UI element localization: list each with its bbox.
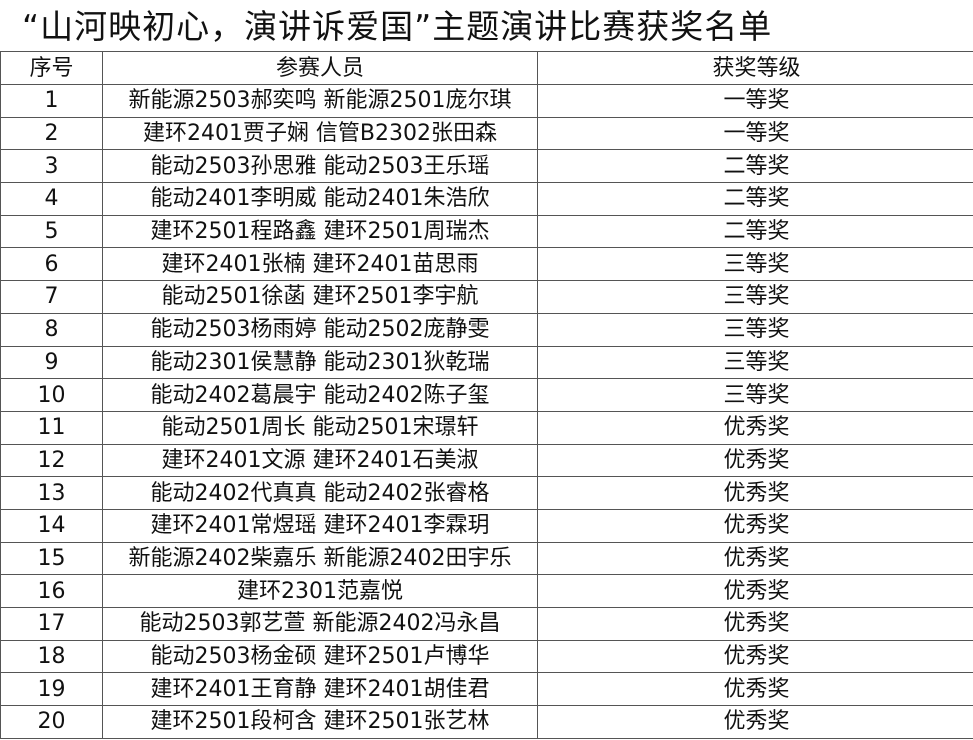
cell-award[interactable]: 一等奖 bbox=[537, 116, 973, 151]
cell-participants[interactable]: 建环2501程路鑫 建环2501周瑞杰 bbox=[102, 214, 538, 249]
table-row: 18 能动2503杨金硕 建环2501卢博华 优秀奖 bbox=[0, 639, 973, 674]
cell-number[interactable]: 9 bbox=[0, 345, 103, 380]
cell-number[interactable]: 17 bbox=[0, 607, 103, 641]
cell-participants[interactable]: 建环2401张楠 建环2401苗思雨 bbox=[102, 247, 538, 282]
cell-participants[interactable]: 新能源2402柴嘉乐 新能源2402田宇乐 bbox=[102, 541, 538, 576]
cell-participants[interactable]: 能动2503郭艺萱 新能源2402冯永昌 bbox=[102, 607, 538, 641]
cell-participants[interactable]: 建环2401王育静 建环2401胡佳君 bbox=[102, 672, 538, 707]
table-row: 19 建环2401王育静 建环2401胡佳君 优秀奖 bbox=[0, 672, 973, 707]
cell-participants[interactable]: 建环2401贾子娴 信管B2302张田森 bbox=[102, 116, 538, 151]
cell-award[interactable]: 优秀奖 bbox=[537, 705, 973, 739]
cell-number[interactable]: 20 bbox=[0, 705, 103, 739]
cell-participants[interactable]: 能动2501周长 能动2501宋璟轩 bbox=[102, 410, 538, 445]
cell-participants[interactable]: 建环2501段柯含 建环2501张艺林 bbox=[102, 705, 538, 739]
cell-award[interactable]: 三等奖 bbox=[537, 345, 973, 380]
table-row: 17 能动2503郭艺萱 新能源2402冯永昌 优秀奖 bbox=[0, 607, 973, 641]
cell-participants[interactable]: 能动2301侯慧静 能动2301狄乾瑞 bbox=[102, 345, 538, 380]
cell-number[interactable]: 1 bbox=[0, 84, 103, 118]
cell-number[interactable]: 13 bbox=[0, 476, 103, 510]
cell-award[interactable]: 优秀奖 bbox=[537, 639, 973, 674]
cell-award[interactable]: 优秀奖 bbox=[537, 443, 973, 478]
cell-number[interactable]: 15 bbox=[0, 541, 103, 576]
cell-award[interactable]: 三等奖 bbox=[537, 378, 973, 412]
cell-number[interactable]: 7 bbox=[0, 280, 103, 314]
cell-award[interactable]: 二等奖 bbox=[537, 214, 973, 249]
cell-participants[interactable]: 能动2503杨金硕 建环2501卢博华 bbox=[102, 639, 538, 674]
table-row: 8 能动2503杨雨婷 能动2502庞静雯 三等奖 bbox=[0, 312, 973, 347]
cell-number[interactable]: 8 bbox=[0, 312, 103, 347]
cell-participants[interactable]: 能动2401李明威 能动2401朱浩欣 bbox=[102, 182, 538, 216]
cell-participants[interactable]: 能动2503杨雨婷 能动2502庞静雯 bbox=[102, 312, 538, 347]
cell-participants[interactable]: 能动2501徐菡 建环2501李宇航 bbox=[102, 280, 538, 314]
header-number[interactable]: 序号 bbox=[0, 51, 103, 85]
cell-number[interactable]: 14 bbox=[0, 508, 103, 543]
header-row: 序号 参赛人员 获奖等级 bbox=[0, 51, 973, 85]
cell-award[interactable]: 三等奖 bbox=[537, 247, 973, 282]
table-row: 13 能动2402代真真 能动2402张睿格 优秀奖 bbox=[0, 476, 973, 510]
cell-number[interactable]: 5 bbox=[0, 214, 103, 249]
table-row: 12 建环2401文源 建环2401石美淑 优秀奖 bbox=[0, 443, 973, 478]
cell-number[interactable]: 6 bbox=[0, 247, 103, 282]
table-row: 9 能动2301侯慧静 能动2301狄乾瑞 三等奖 bbox=[0, 345, 973, 380]
cell-participants[interactable]: 能动2402代真真 能动2402张睿格 bbox=[102, 476, 538, 510]
table-row: 5 建环2501程路鑫 建环2501周瑞杰 二等奖 bbox=[0, 214, 973, 249]
sheet-title: “山河映初心，演讲诉爱国”主题演讲比赛获奖名单 bbox=[22, 7, 773, 46]
cell-number[interactable]: 4 bbox=[0, 182, 103, 216]
cell-number[interactable]: 12 bbox=[0, 443, 103, 478]
cell-award[interactable]: 优秀奖 bbox=[537, 410, 973, 445]
cell-award[interactable]: 优秀奖 bbox=[537, 672, 973, 707]
cell-award[interactable]: 一等奖 bbox=[537, 84, 973, 118]
cell-number[interactable]: 10 bbox=[0, 378, 103, 412]
table-row: 7 能动2501徐菡 建环2501李宇航 三等奖 bbox=[0, 280, 973, 314]
cell-award[interactable]: 优秀奖 bbox=[537, 476, 973, 510]
cell-award[interactable]: 优秀奖 bbox=[537, 508, 973, 543]
header-award[interactable]: 获奖等级 bbox=[537, 51, 973, 85]
cell-participants[interactable]: 能动2402葛晨宇 能动2402陈子玺 bbox=[102, 378, 538, 412]
cell-number[interactable]: 18 bbox=[0, 639, 103, 674]
cell-participants[interactable]: 新能源2503郝奕鸣 新能源2501庞尔琪 bbox=[102, 84, 538, 118]
award-table: 序号 参赛人员 获奖等级 1 新能源2503郝奕鸣 新能源2501庞尔琪 一等奖 2 建… bbox=[0, 51, 973, 739]
cell-number[interactable]: 11 bbox=[0, 410, 103, 445]
cell-number[interactable]: 16 bbox=[0, 574, 103, 608]
cell-participants[interactable]: 建环2401常煜瑶 建环2401李霖玥 bbox=[102, 508, 538, 543]
cell-number[interactable]: 2 bbox=[0, 116, 103, 151]
table-row: 10 能动2402葛晨宇 能动2402陈子玺 三等奖 bbox=[0, 378, 973, 412]
table-row: 6 建环2401张楠 建环2401苗思雨 三等奖 bbox=[0, 247, 973, 282]
cell-participants[interactable]: 建环2301范嘉悦 bbox=[102, 574, 538, 608]
cell-award[interactable]: 优秀奖 bbox=[537, 607, 973, 641]
cell-participants[interactable]: 能动2503孙思雅 能动2503王乐瑶 bbox=[102, 149, 538, 184]
table-row: 14 建环2401常煜瑶 建环2401李霖玥 优秀奖 bbox=[0, 508, 973, 543]
table-row: 4 能动2401李明威 能动2401朱浩欣 二等奖 bbox=[0, 182, 973, 216]
cell-award[interactable]: 优秀奖 bbox=[537, 541, 973, 576]
cell-award[interactable]: 三等奖 bbox=[537, 312, 973, 347]
table-row: 3 能动2503孙思雅 能动2503王乐瑶 二等奖 bbox=[0, 149, 973, 184]
cell-award[interactable]: 优秀奖 bbox=[537, 574, 973, 608]
cell-award[interactable]: 二等奖 bbox=[537, 182, 973, 216]
table-row: 20 建环2501段柯含 建环2501张艺林 优秀奖 bbox=[0, 705, 973, 739]
table-row: 16 建环2301范嘉悦 优秀奖 bbox=[0, 574, 973, 608]
table-row: 11 能动2501周长 能动2501宋璟轩 优秀奖 bbox=[0, 410, 973, 445]
cell-participants[interactable]: 建环2401文源 建环2401石美淑 bbox=[102, 443, 538, 478]
table-row: 15 新能源2402柴嘉乐 新能源2402田宇乐 优秀奖 bbox=[0, 541, 973, 576]
table-row: 2 建环2401贾子娴 信管B2302张田森 一等奖 bbox=[0, 116, 973, 151]
cell-award[interactable]: 二等奖 bbox=[537, 149, 973, 184]
header-participants[interactable]: 参赛人员 bbox=[102, 51, 538, 85]
cell-number[interactable]: 19 bbox=[0, 672, 103, 707]
cell-award[interactable]: 三等奖 bbox=[537, 280, 973, 314]
cell-number[interactable]: 3 bbox=[0, 149, 103, 184]
table-row: 1 新能源2503郝奕鸣 新能源2501庞尔琪 一等奖 bbox=[0, 84, 973, 118]
